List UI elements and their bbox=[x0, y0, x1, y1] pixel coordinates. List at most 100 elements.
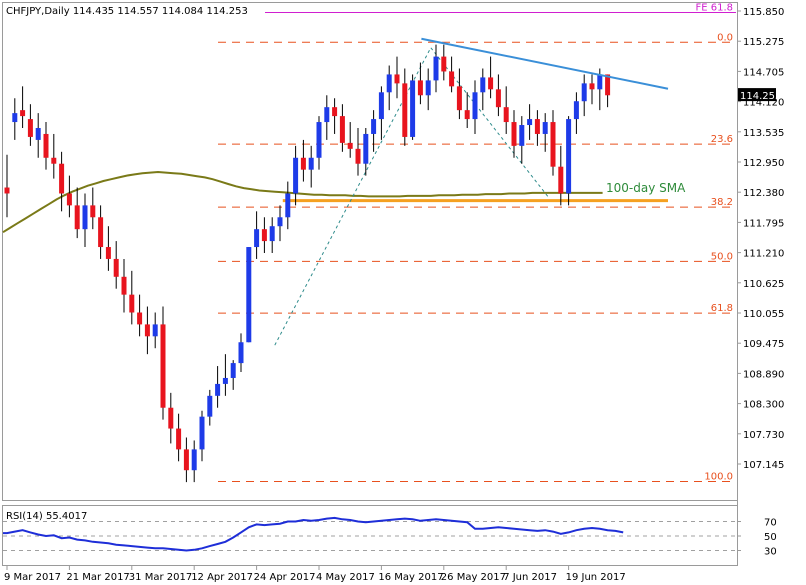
candle-body bbox=[121, 276, 127, 295]
candle-body bbox=[542, 122, 548, 134]
candle-body bbox=[183, 449, 189, 471]
current-price-badge-bg bbox=[738, 88, 776, 102]
rsi-tick-label: 70 bbox=[764, 518, 777, 529]
candle-body bbox=[20, 110, 26, 117]
candle-body bbox=[269, 226, 275, 242]
candle-body bbox=[495, 89, 501, 108]
candle-body bbox=[152, 324, 158, 337]
candle-body bbox=[386, 74, 392, 93]
price-tick-label: 111.210 bbox=[743, 249, 784, 260]
candle-body bbox=[90, 205, 96, 218]
sma-line bbox=[2, 170, 603, 234]
candle-body bbox=[581, 83, 587, 102]
candle-body bbox=[222, 377, 228, 384]
candle-body bbox=[191, 449, 197, 471]
price-tick-label: 111.795 bbox=[743, 218, 784, 229]
rsi-tick-label: 50 bbox=[764, 532, 777, 543]
candle-body bbox=[230, 363, 236, 378]
candle-body bbox=[472, 92, 478, 120]
candle-body bbox=[324, 107, 330, 123]
candle-body bbox=[417, 80, 423, 96]
candle-body bbox=[113, 258, 119, 277]
candle-body bbox=[550, 122, 556, 167]
candle-body bbox=[43, 133, 49, 158]
dashed-path-layer bbox=[274, 46, 549, 346]
price-axis: 115.850 115.275 114.705 114.120 113.535 112.9… bbox=[737, 7, 784, 471]
candle-body bbox=[441, 56, 447, 72]
candle-body bbox=[566, 119, 572, 194]
sma-annotation: 100-day SMA bbox=[606, 181, 686, 195]
candle-body bbox=[59, 163, 65, 194]
candle-body bbox=[254, 229, 260, 248]
price-tick-label: 114.705 bbox=[743, 67, 784, 78]
candle-body bbox=[597, 74, 603, 90]
date-tick-label: 7 Jun 2017 bbox=[503, 572, 557, 583]
chart-header: CHFJPY,Daily 114.435 114.557 114.084 114… bbox=[6, 6, 248, 17]
price-tick-label: 114.120 bbox=[743, 98, 784, 109]
rsi-layer: 70 50 30 bbox=[3, 516, 777, 558]
candle-body bbox=[410, 80, 416, 137]
candle-body bbox=[160, 324, 166, 408]
candle-body bbox=[98, 217, 104, 248]
fib-label: 0.0 bbox=[717, 32, 733, 43]
candle-body bbox=[511, 122, 517, 146]
date-tick-label: 21 Mar 2017 bbox=[66, 572, 129, 583]
candle-body bbox=[261, 229, 267, 242]
candles bbox=[4, 44, 611, 483]
price-tick-label: 115.275 bbox=[743, 37, 784, 48]
price-tick-label: 108.890 bbox=[743, 369, 784, 380]
ohlc-open: 114.435 bbox=[73, 6, 114, 17]
candle-body bbox=[480, 77, 486, 93]
candle-body bbox=[519, 125, 525, 146]
date-tick-label: 9 Mar 2017 bbox=[4, 572, 61, 583]
candle-body bbox=[199, 416, 205, 450]
candle-body bbox=[308, 157, 314, 170]
candle-body bbox=[82, 205, 88, 230]
fibonacci-levels: FE 61.8 0.0 23.6 38.2 50.0 61.8 100.0 bbox=[218, 3, 736, 483]
ohlc-high: 114.557 bbox=[117, 6, 158, 17]
candle-body bbox=[573, 101, 579, 120]
candle-body bbox=[558, 166, 564, 194]
candle-body bbox=[378, 92, 384, 120]
candle-body bbox=[347, 142, 353, 149]
candle-body bbox=[394, 74, 400, 84]
candle-body bbox=[129, 294, 135, 313]
price-tick-label: 107.145 bbox=[743, 460, 784, 471]
candle-body bbox=[66, 193, 72, 206]
candle-body bbox=[316, 122, 322, 158]
current-price-badge: 114.253 bbox=[738, 88, 781, 102]
price-tick-label: 115.850 bbox=[743, 7, 784, 18]
fib-label: FE 61.8 bbox=[695, 3, 733, 14]
price-tick-label: 110.625 bbox=[743, 279, 784, 290]
candle-body bbox=[105, 247, 111, 259]
price-tick-label: 112.380 bbox=[743, 188, 784, 199]
candle-body bbox=[456, 86, 462, 111]
trend-line bbox=[421, 37, 669, 90]
candle-body bbox=[300, 157, 306, 170]
candle-body bbox=[35, 128, 41, 140]
candle-body bbox=[246, 247, 252, 343]
candle-body bbox=[371, 119, 377, 134]
candle-body bbox=[74, 205, 80, 230]
price-tick-label: 112.950 bbox=[743, 158, 784, 169]
trendline-layer bbox=[421, 37, 669, 90]
price-tick-label: 110.055 bbox=[743, 309, 784, 320]
candle-body bbox=[137, 312, 143, 325]
fib-label: 100.0 bbox=[704, 472, 733, 483]
date-tick-label: 24 Apr 2017 bbox=[254, 572, 316, 583]
rsi-line bbox=[3, 516, 624, 552]
date-tick-label: 31 Mar 2017 bbox=[129, 572, 192, 583]
candle-body bbox=[238, 342, 244, 364]
candle-body bbox=[488, 77, 494, 90]
sma-line-layer bbox=[2, 170, 603, 234]
rsi-tick-label: 30 bbox=[764, 547, 777, 558]
date-tick-label: 4 May 2017 bbox=[316, 572, 375, 583]
candle-body bbox=[433, 56, 439, 81]
candle-body bbox=[355, 148, 361, 164]
candle-body bbox=[363, 133, 369, 164]
candle-body bbox=[503, 107, 509, 123]
candle-body bbox=[12, 113, 18, 123]
candle-body bbox=[144, 324, 150, 337]
